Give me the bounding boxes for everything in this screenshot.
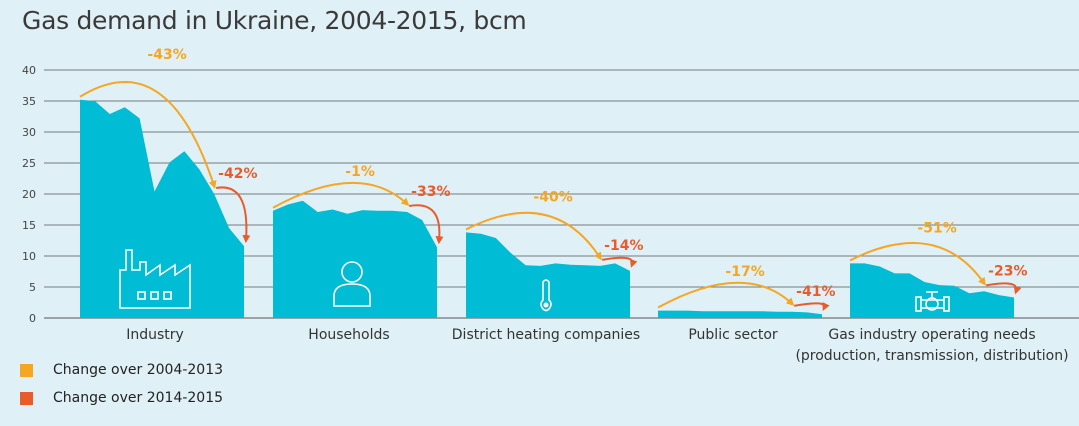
change-label-2014-2015: -42% (218, 166, 257, 182)
change-label-2004-2013: -43% (147, 47, 186, 63)
y-tick-label: 25 (22, 157, 36, 170)
arrow-2004-2013 (849, 242, 986, 286)
y-tick-label: 5 (29, 281, 36, 294)
category-label: District heating companies (452, 327, 640, 343)
change-label-2004-2013: -51% (917, 220, 956, 236)
legend-item-2004-2013: Change over 2004-2013 (20, 362, 223, 378)
y-tick-label: 0 (29, 312, 36, 325)
arrow-2014-2015 (602, 256, 638, 268)
arrow-2004-2013 (657, 281, 795, 309)
change-label-2014-2015: -33% (411, 184, 450, 200)
area-2 (466, 232, 630, 318)
legend-item-2014-2015: Change over 2014-2015 (20, 390, 223, 406)
area-groups (80, 99, 1014, 318)
arrow-2014-2015 (794, 302, 830, 311)
y-tick-label: 10 (22, 250, 36, 263)
arrow-2014-2015 (986, 282, 1022, 295)
change-arrows: -43% -42% -1% -33% -40% -14% -17% -41% -51% -23% (79, 47, 1028, 311)
legend-swatch (20, 363, 33, 377)
category-labels: Industry Households District heating compa… (126, 327, 1068, 364)
y-tick-label: 20 (22, 188, 36, 201)
area-0 (80, 99, 244, 318)
y-tick-label: 15 (22, 219, 36, 232)
y-tick-label: 35 (22, 95, 36, 108)
change-label-2004-2013: -40% (533, 189, 572, 205)
change-label-2014-2015: -14% (604, 238, 643, 254)
category-label: Gas industry operating needs (828, 327, 1035, 343)
category-label: Households (308, 327, 389, 343)
arrow-2014-2015 (216, 186, 251, 244)
factory-icon (119, 249, 191, 309)
y-tick-label: 30 (22, 126, 36, 139)
y-tick-label: 40 (22, 64, 36, 77)
change-label-2004-2013: -17% (725, 264, 764, 280)
arrow-2004-2013 (272, 181, 410, 209)
change-label-2004-2013: -1% (345, 164, 375, 180)
legend-swatch (20, 391, 33, 405)
arrow-2004-2013 (79, 80, 217, 189)
person-icon (333, 261, 371, 307)
category-label-line2: (production, transmission, distribution) (795, 348, 1068, 364)
valve-icon (915, 291, 950, 312)
arrow-2004-2013 (465, 211, 602, 261)
change-label-2014-2015: -41% (796, 284, 835, 300)
legend-label: Change over 2004-2013 (53, 362, 224, 378)
chart-title: Gas demand in Ukraine, 2004-2015, bcm (22, 6, 527, 35)
category-label: Industry (126, 327, 184, 343)
category-label: Public sector (688, 327, 778, 343)
icons (119, 249, 950, 312)
area-3 (658, 310, 822, 318)
area-4 (850, 263, 1014, 318)
thermometer-icon (540, 279, 552, 312)
change-label-2014-2015: -23% (988, 263, 1027, 279)
area-1 (273, 200, 437, 318)
legend-label: Change over 2014-2015 (53, 390, 224, 406)
arrow-2014-2015 (409, 204, 444, 245)
